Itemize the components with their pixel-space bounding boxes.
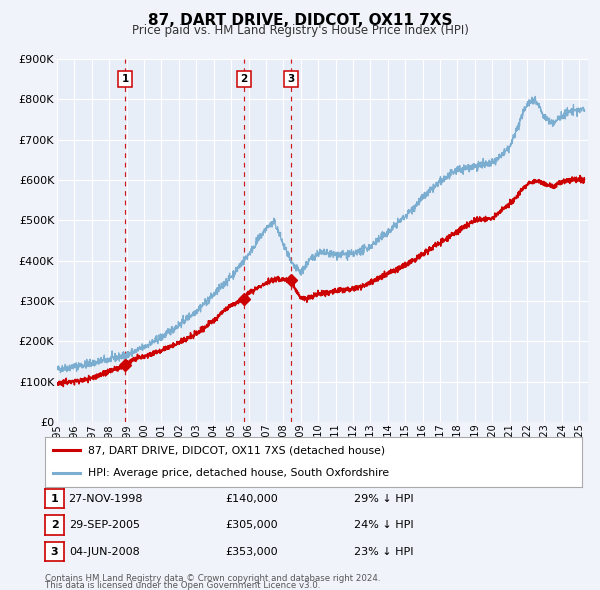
- Text: £305,000: £305,000: [226, 520, 278, 530]
- Text: 3: 3: [287, 74, 295, 84]
- Text: 27-NOV-1998: 27-NOV-1998: [68, 494, 142, 503]
- Text: 87, DART DRIVE, DIDCOT, OX11 7XS (detached house): 87, DART DRIVE, DIDCOT, OX11 7XS (detach…: [88, 445, 385, 455]
- Text: £353,000: £353,000: [226, 547, 278, 556]
- Text: Price paid vs. HM Land Registry's House Price Index (HPI): Price paid vs. HM Land Registry's House …: [131, 24, 469, 37]
- Text: 29% ↓ HPI: 29% ↓ HPI: [354, 494, 414, 503]
- Text: £140,000: £140,000: [226, 494, 278, 503]
- Text: 3: 3: [51, 547, 58, 556]
- Text: 29-SEP-2005: 29-SEP-2005: [70, 520, 140, 530]
- Text: 87, DART DRIVE, DIDCOT, OX11 7XS: 87, DART DRIVE, DIDCOT, OX11 7XS: [148, 13, 452, 28]
- Text: 2: 2: [51, 520, 58, 530]
- Text: 1: 1: [51, 494, 58, 503]
- Text: 23% ↓ HPI: 23% ↓ HPI: [354, 547, 414, 556]
- Text: 04-JUN-2008: 04-JUN-2008: [70, 547, 140, 556]
- Text: This data is licensed under the Open Government Licence v3.0.: This data is licensed under the Open Gov…: [45, 581, 320, 590]
- Text: 24% ↓ HPI: 24% ↓ HPI: [354, 520, 414, 530]
- Text: 1: 1: [122, 74, 129, 84]
- Text: 2: 2: [241, 74, 248, 84]
- Text: HPI: Average price, detached house, South Oxfordshire: HPI: Average price, detached house, Sout…: [88, 468, 389, 478]
- Text: Contains HM Land Registry data © Crown copyright and database right 2024.: Contains HM Land Registry data © Crown c…: [45, 573, 380, 583]
